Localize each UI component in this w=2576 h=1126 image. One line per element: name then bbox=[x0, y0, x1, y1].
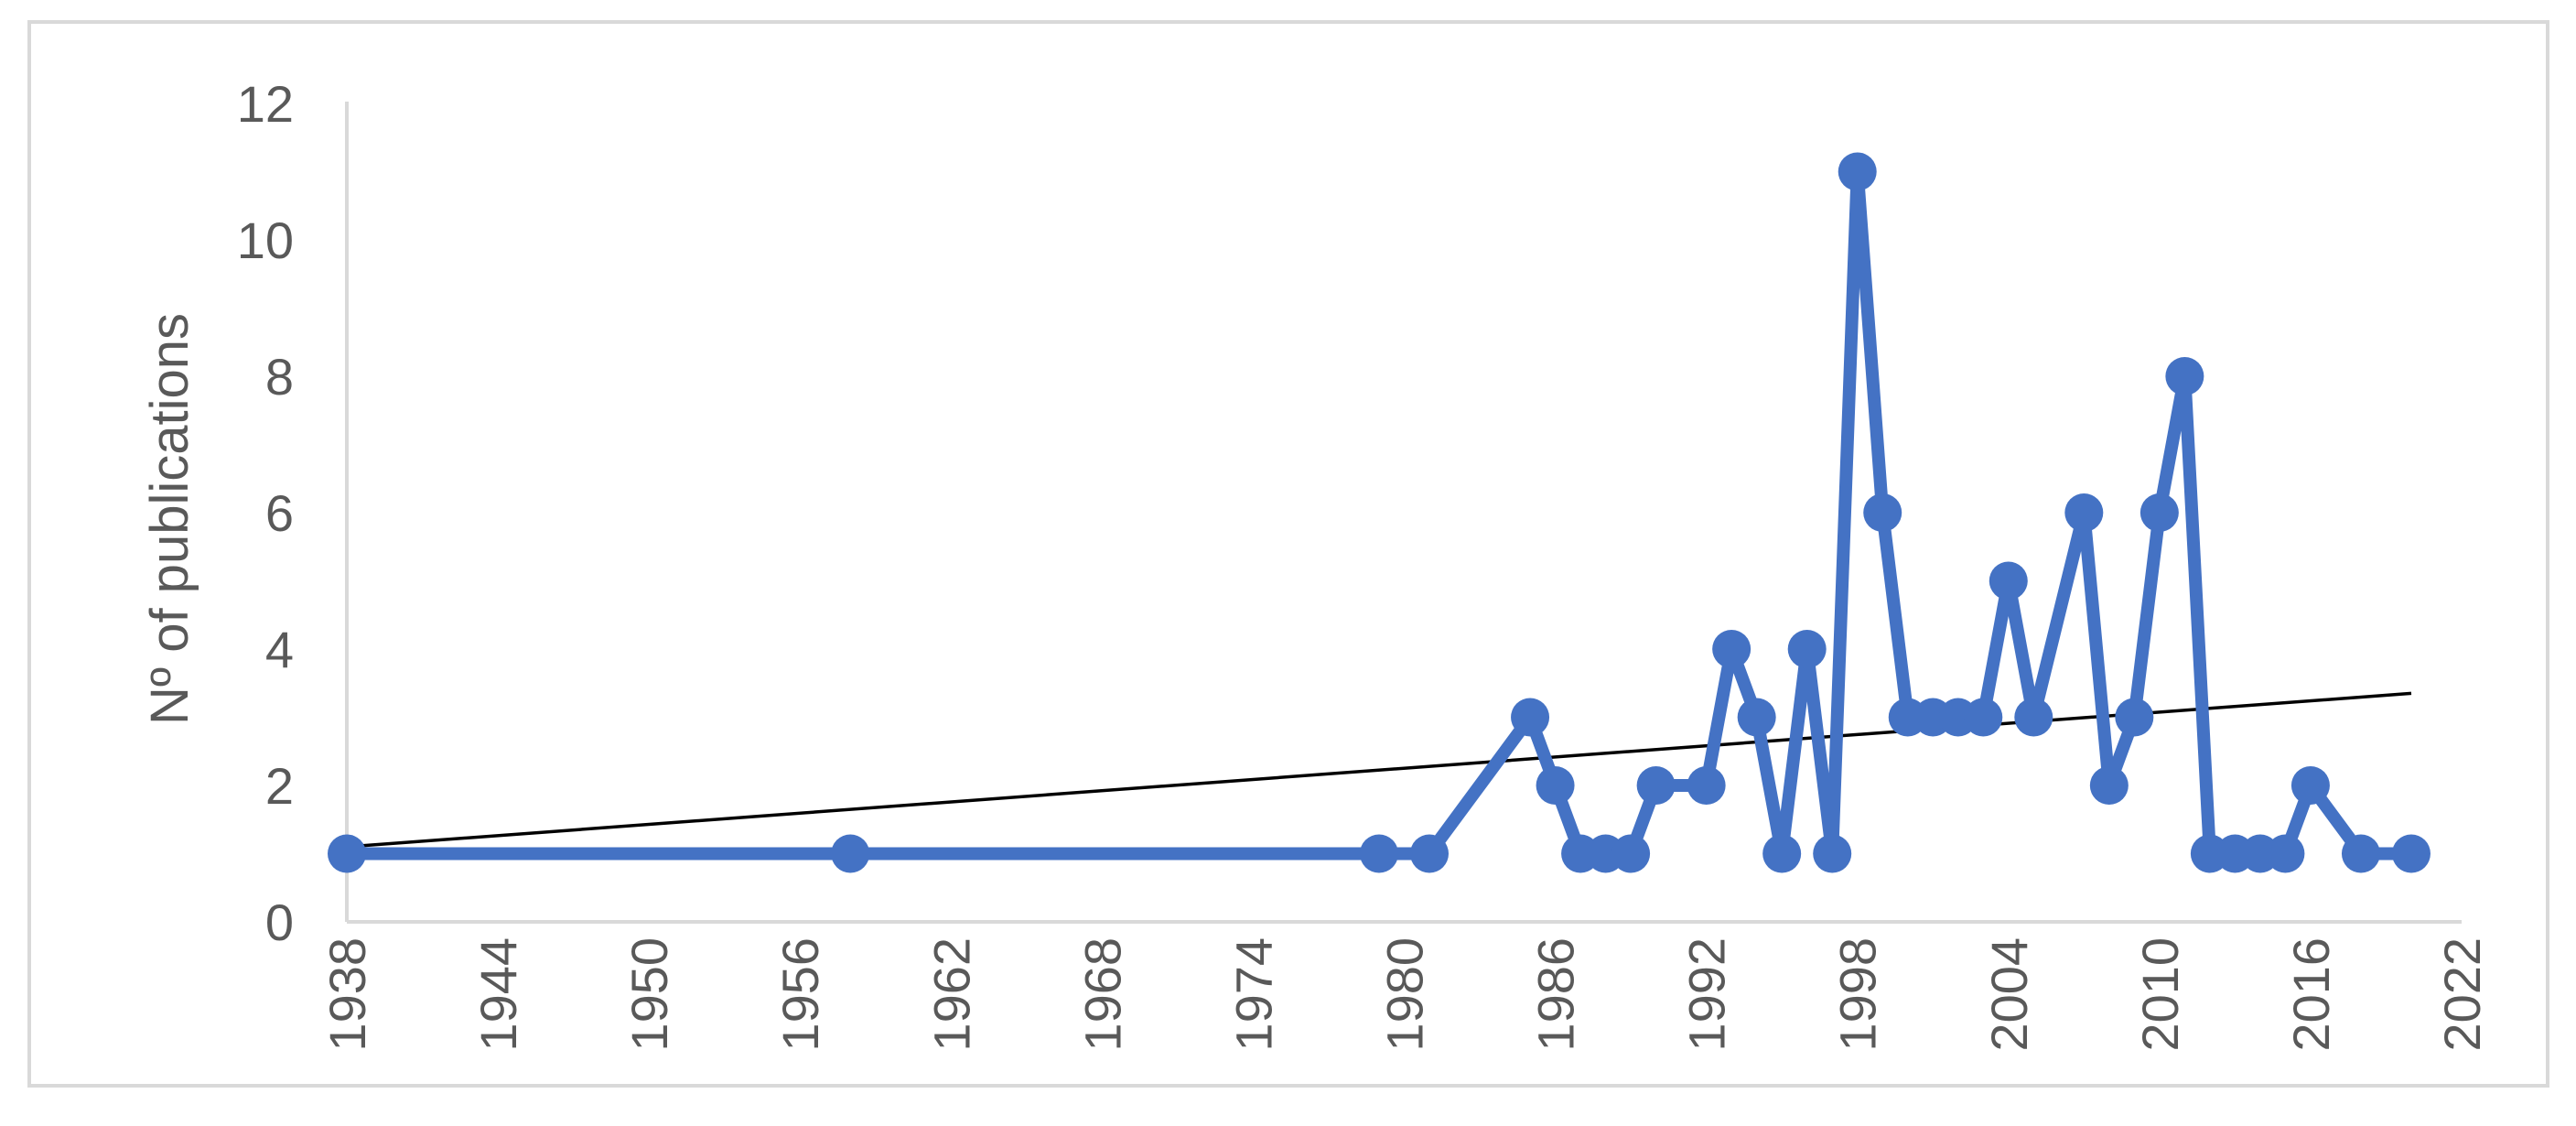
y-tick-label: 10 bbox=[237, 211, 294, 269]
data-point bbox=[2266, 834, 2305, 873]
y-tick-label: 12 bbox=[237, 75, 294, 133]
x-tick-label: 1980 bbox=[1376, 937, 1434, 1052]
y-tick-label: 0 bbox=[265, 893, 294, 951]
data-point bbox=[1964, 698, 2003, 737]
data-point bbox=[1813, 834, 1852, 873]
y-axis-title: Nº of publications bbox=[140, 313, 199, 725]
trendline-group bbox=[346, 691, 2412, 849]
y-tick-label: 4 bbox=[265, 621, 294, 678]
x-tick-labels: 1938 1944 1950 1956 1962 1968 1974 1980 1986 1992… bbox=[318, 937, 2491, 1052]
y-tick-labels: 0 2 4 6 8 10 12 bbox=[237, 75, 294, 951]
data-point bbox=[2391, 834, 2430, 873]
x-tick-label: 2010 bbox=[2131, 937, 2189, 1052]
data-point bbox=[1511, 698, 1550, 737]
series-group bbox=[328, 152, 2430, 873]
x-tick-label: 2022 bbox=[2433, 937, 2491, 1052]
x-tick-label: 2004 bbox=[1980, 937, 2038, 1052]
x-tick-label: 1998 bbox=[1829, 937, 1887, 1052]
chart-frame bbox=[27, 20, 2549, 1088]
data-point bbox=[2115, 698, 2154, 737]
data-point bbox=[1989, 561, 2028, 601]
x-tick-label: 1956 bbox=[771, 937, 829, 1052]
trendline bbox=[346, 691, 2412, 849]
data-point bbox=[1611, 834, 1651, 873]
data-point bbox=[1712, 630, 1751, 668]
y-tick-label: 6 bbox=[265, 484, 294, 542]
x-tick-label: 1938 bbox=[318, 937, 376, 1052]
data-point bbox=[2014, 698, 2053, 737]
data-point bbox=[1687, 766, 1726, 805]
x-tick-label: 1944 bbox=[469, 937, 527, 1052]
x-tick-label: 1950 bbox=[620, 937, 678, 1052]
data-point bbox=[2341, 834, 2380, 873]
data-point bbox=[831, 834, 870, 873]
data-point bbox=[2064, 493, 2104, 532]
data-point bbox=[1762, 834, 1802, 873]
x-tick-label: 1986 bbox=[1527, 937, 1585, 1052]
x-tick-label: 1968 bbox=[1073, 937, 1131, 1052]
x-tick-label: 1974 bbox=[1224, 937, 1282, 1052]
data-point bbox=[1359, 834, 1398, 873]
data-point bbox=[1536, 766, 1575, 805]
x-tick-label: 2016 bbox=[2282, 937, 2340, 1052]
y-axis-title-group: Nº of publications bbox=[140, 313, 199, 725]
data-point bbox=[2139, 493, 2179, 532]
x-tick-label: 1962 bbox=[922, 937, 980, 1052]
y-tick-label: 8 bbox=[265, 348, 294, 406]
x-tick-label: 1992 bbox=[1678, 937, 1736, 1052]
data-point bbox=[1636, 766, 1676, 805]
data-point bbox=[1787, 630, 1827, 668]
data-point bbox=[328, 834, 366, 873]
y-tick-label: 2 bbox=[265, 757, 294, 815]
data-point bbox=[1863, 493, 1902, 532]
data-point bbox=[1410, 834, 1450, 873]
data-point bbox=[2165, 357, 2204, 395]
data-point bbox=[1838, 152, 1877, 191]
data-point bbox=[2089, 766, 2129, 805]
data-point bbox=[1737, 698, 1776, 737]
data-point bbox=[2290, 766, 2330, 805]
